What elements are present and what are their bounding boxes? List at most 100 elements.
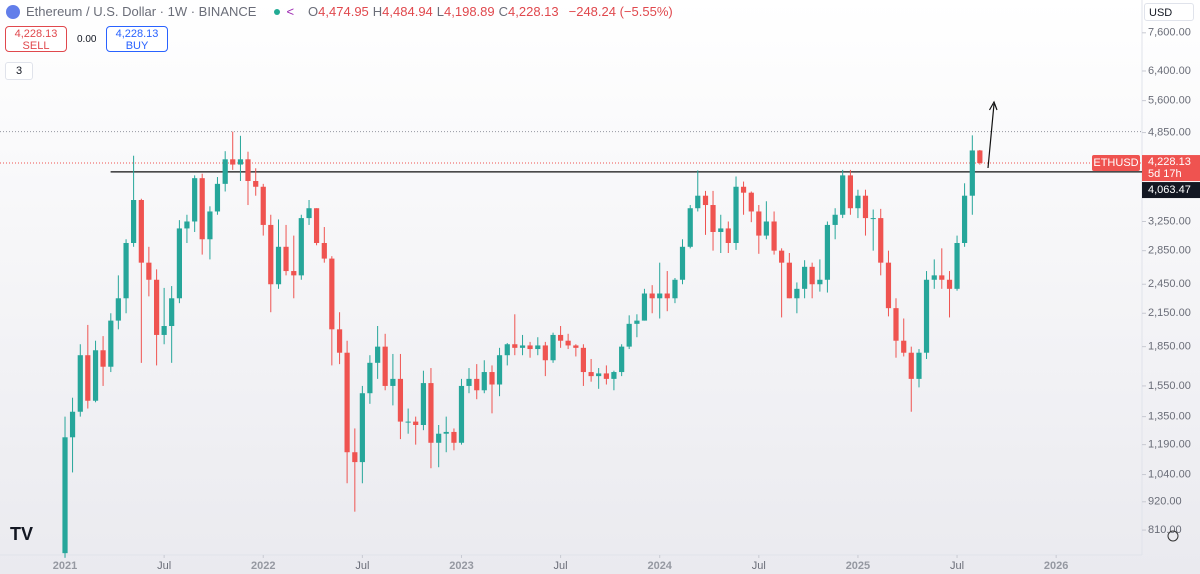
sell-button[interactable]: 4,228.13 SELL — [5, 26, 67, 52]
candle-body — [512, 344, 518, 348]
candle-body — [733, 186, 739, 243]
candle-body — [794, 288, 800, 299]
candle-body — [695, 195, 701, 209]
candle-body — [77, 355, 83, 412]
level-box — [1142, 182, 1200, 199]
candle-body — [344, 352, 350, 453]
candle-body — [641, 293, 648, 321]
symbol-title[interactable]: Ethereum / U.S. Dollar · 1W · BINANCE — [26, 4, 257, 19]
y-tick-label: 5,600.00 — [1148, 95, 1191, 107]
ohlc-value: 4,198.89 — [444, 4, 495, 19]
candle-body — [321, 242, 327, 259]
candle-body — [878, 218, 884, 263]
ohlc-values: O 4,474.95 H 4,484.94 L 4,198.89 C 4,228.13 — [308, 4, 563, 19]
candle-body — [931, 275, 937, 280]
candle-body — [352, 452, 358, 463]
candle-body — [260, 186, 266, 225]
candle-body — [214, 183, 221, 212]
candle-body — [154, 279, 160, 335]
candle-body — [199, 178, 205, 240]
candle-body — [230, 159, 236, 165]
candle-body — [832, 214, 838, 225]
indicators-toggle[interactable]: 3 — [5, 62, 33, 80]
candle-body — [855, 195, 861, 209]
buy-label: BUY — [125, 40, 149, 52]
buy-button[interactable]: 4,228.13 BUY — [106, 26, 168, 52]
candle-body — [443, 431, 449, 434]
y-tick-label: 1,550.00 — [1148, 380, 1191, 392]
y-tick-label: 6,400.00 — [1148, 65, 1191, 77]
settings-icon[interactable] — [1167, 530, 1179, 542]
candle-body — [626, 323, 632, 347]
candle-body — [535, 345, 541, 350]
candle-body — [474, 378, 480, 391]
currency[interactable]: USD — [1144, 3, 1194, 21]
y-tick-label: 1,040.00 — [1148, 468, 1191, 480]
candle-body — [192, 178, 198, 222]
logo: TV — [10, 524, 33, 544]
candle-body — [718, 228, 724, 232]
ohlc-value: 4,484.94 — [382, 4, 433, 19]
level-box-text: 4,063.47 — [1148, 184, 1191, 196]
candle-body — [306, 208, 312, 219]
candle-body — [131, 200, 137, 243]
arrow — [987, 103, 995, 169]
candle-body — [596, 373, 602, 377]
change: −248.24 (−5.55%) — [568, 4, 673, 19]
candle-body — [496, 355, 503, 385]
candle-body — [123, 242, 129, 299]
candle-body — [611, 372, 617, 379]
candle-body — [550, 334, 556, 361]
share-icon[interactable]: < — [286, 4, 295, 19]
candle-body — [748, 192, 754, 212]
candle-body — [740, 186, 747, 193]
candle-body — [893, 308, 899, 341]
candle-body — [519, 345, 526, 348]
candle-body — [115, 298, 121, 321]
candle-body — [725, 228, 731, 243]
candle-body — [885, 262, 892, 309]
x-tick-label: 2026 — [1044, 560, 1068, 572]
candle-body — [763, 221, 769, 236]
candle-body — [458, 385, 465, 443]
candle-body — [62, 437, 68, 554]
candle-body — [291, 271, 297, 276]
candle-body — [954, 242, 960, 289]
candle-body — [901, 340, 907, 353]
x-tick-label: 2024 — [647, 560, 672, 572]
candle-body — [184, 221, 190, 229]
candle-body — [489, 372, 495, 385]
candle-body — [428, 383, 434, 443]
candle-body — [847, 175, 854, 209]
candle-body — [969, 150, 975, 196]
candle-body — [336, 329, 343, 353]
x-tick-label: Jul — [157, 560, 171, 572]
candle-body — [908, 352, 914, 379]
candle-body — [390, 378, 396, 386]
x-tick-label: 2022 — [251, 560, 275, 572]
candle-body — [527, 345, 533, 350]
candle-body — [679, 246, 686, 280]
candle-body — [702, 195, 709, 206]
candle-body — [946, 279, 953, 289]
candle-body — [436, 433, 442, 443]
candle-body — [786, 262, 792, 299]
candle-body — [779, 250, 785, 263]
candle-body — [923, 279, 930, 353]
ohlc-label: L — [436, 4, 445, 19]
ohlc-label: C — [498, 4, 509, 19]
ohlc-value: 4,228.13 — [508, 4, 559, 19]
candle-body — [771, 221, 777, 251]
candle-body — [176, 228, 182, 299]
price-box-text: 4,228.13 — [1148, 156, 1191, 168]
y-tick-label: 7,600.00 — [1148, 27, 1191, 39]
candle-body — [222, 159, 228, 184]
candle-body — [359, 393, 365, 463]
status-dot — [274, 8, 281, 15]
symbol-icon — [6, 4, 20, 19]
candle-body — [405, 421, 411, 423]
candle-body — [840, 175, 846, 215]
candle-body — [367, 362, 373, 394]
candle-body — [580, 347, 586, 373]
